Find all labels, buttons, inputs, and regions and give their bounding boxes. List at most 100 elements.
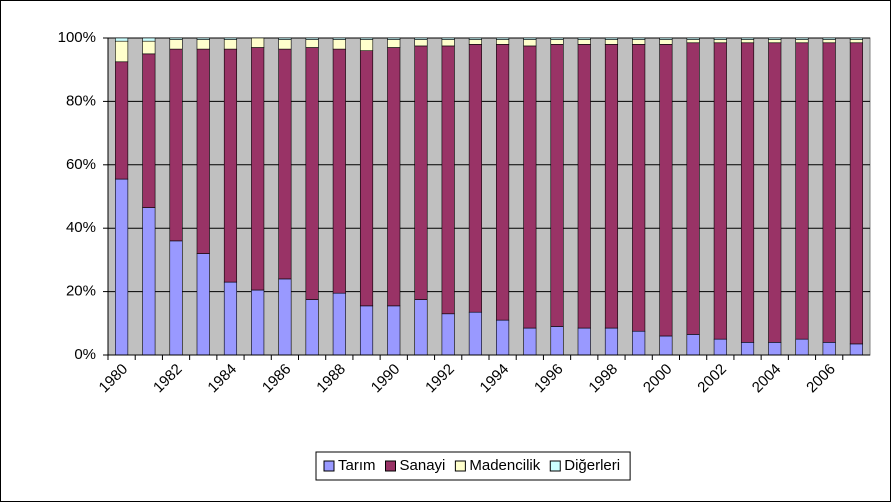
bar-segment xyxy=(768,37,782,40)
bar-segment xyxy=(332,48,346,294)
bar-segment xyxy=(196,39,210,50)
bar-segment xyxy=(822,37,836,40)
bar-segment xyxy=(713,39,727,44)
bar-segment xyxy=(795,42,809,340)
bar-segment xyxy=(305,47,319,300)
bar-segment xyxy=(441,45,455,315)
bar-segment xyxy=(441,313,455,356)
bar-segment xyxy=(278,278,292,356)
bar-segment xyxy=(523,37,537,40)
legend-label: Tarım xyxy=(338,457,376,474)
bar-segment xyxy=(523,39,537,47)
bar-segment xyxy=(496,319,510,356)
bar-segment xyxy=(632,39,646,45)
y-tick-label: 20% xyxy=(66,283,96,300)
bar-segment xyxy=(604,327,619,356)
bar-segment xyxy=(196,253,210,356)
y-tick-label: 100% xyxy=(58,29,96,46)
bar-segment xyxy=(359,305,374,356)
bar-segment xyxy=(115,61,129,180)
bar-segment xyxy=(604,39,619,45)
bar-segment xyxy=(223,281,238,356)
bar-segment xyxy=(713,338,727,356)
bar-segment xyxy=(659,37,673,40)
bar-segment xyxy=(768,39,782,44)
bar-segment xyxy=(115,178,129,356)
bar-segment xyxy=(632,330,646,356)
bar-segment xyxy=(196,48,210,254)
bar-segment xyxy=(414,299,428,356)
bar-segment xyxy=(115,37,129,42)
bar-segment xyxy=(577,39,591,45)
bar-segment xyxy=(305,39,319,48)
bar-segment xyxy=(169,39,183,50)
legend-label: Diğerleri xyxy=(564,457,620,474)
bar-segment xyxy=(387,47,401,307)
bar-segment xyxy=(223,48,238,283)
bar-segment xyxy=(550,39,564,45)
bar-segment xyxy=(768,42,782,343)
bar-segment xyxy=(142,207,156,356)
bar-segment xyxy=(822,42,836,343)
bar-segment xyxy=(251,47,265,291)
bar-segment xyxy=(468,37,482,40)
bar-segment xyxy=(523,45,537,329)
bar-segment xyxy=(740,39,755,44)
bar-segment xyxy=(414,45,428,300)
bar-segment xyxy=(441,37,455,40)
bar-segment xyxy=(740,42,755,343)
y-tick-label: 0% xyxy=(74,346,96,363)
bar-segment xyxy=(251,289,265,356)
bar-segment xyxy=(169,240,183,356)
legend-swatch xyxy=(454,460,466,472)
bar-segment xyxy=(713,37,727,40)
legend-swatch xyxy=(323,460,335,472)
bar-segment xyxy=(223,39,238,50)
bar-segment xyxy=(577,44,591,329)
bar-segment xyxy=(822,39,836,44)
bar-segment xyxy=(632,37,646,40)
bar-segment xyxy=(115,40,129,63)
bar-segment xyxy=(686,39,700,44)
bar-segment xyxy=(659,44,673,337)
bar-segment xyxy=(849,42,863,345)
y-tick-label: 40% xyxy=(66,219,96,236)
bar-segment xyxy=(713,42,727,340)
bar-segment xyxy=(278,39,292,50)
bar-segment xyxy=(577,327,591,356)
bar-segment xyxy=(604,37,619,40)
bar-segment xyxy=(550,326,564,356)
bar-segment xyxy=(686,42,700,335)
bar-segment xyxy=(359,50,374,307)
legend-box xyxy=(315,451,631,481)
bar-segment xyxy=(740,342,755,356)
plot-area xyxy=(107,37,871,356)
bar-segment xyxy=(550,44,564,327)
bar-segment xyxy=(849,343,863,356)
bar-segment xyxy=(577,37,591,40)
bar-segment xyxy=(441,39,455,47)
bar-segment xyxy=(142,37,156,42)
bar-segment xyxy=(822,342,836,356)
y-tick-label: 60% xyxy=(66,156,96,173)
legend-swatch xyxy=(385,460,396,472)
legend-label: Madencilik xyxy=(469,457,540,474)
bar-segment xyxy=(468,311,482,356)
bar-segment xyxy=(332,292,346,356)
bar-segment xyxy=(468,39,482,45)
bar-segment xyxy=(768,342,782,356)
bar-segment xyxy=(169,37,183,40)
bar-segment xyxy=(523,327,537,356)
bar-segment xyxy=(468,44,482,313)
legend: Tarım Sanayi Madencilik Diğerleri xyxy=(315,451,631,481)
bar-segment xyxy=(142,40,156,55)
bar-segment xyxy=(686,334,700,356)
bar-segment xyxy=(332,37,346,40)
bar-segment xyxy=(387,37,401,40)
bar-segment xyxy=(359,37,374,40)
bar-segment xyxy=(496,44,510,321)
bar-segment xyxy=(251,37,265,48)
bar-segment xyxy=(550,37,564,40)
bar-segment xyxy=(278,48,292,280)
bar-segment xyxy=(632,44,646,332)
